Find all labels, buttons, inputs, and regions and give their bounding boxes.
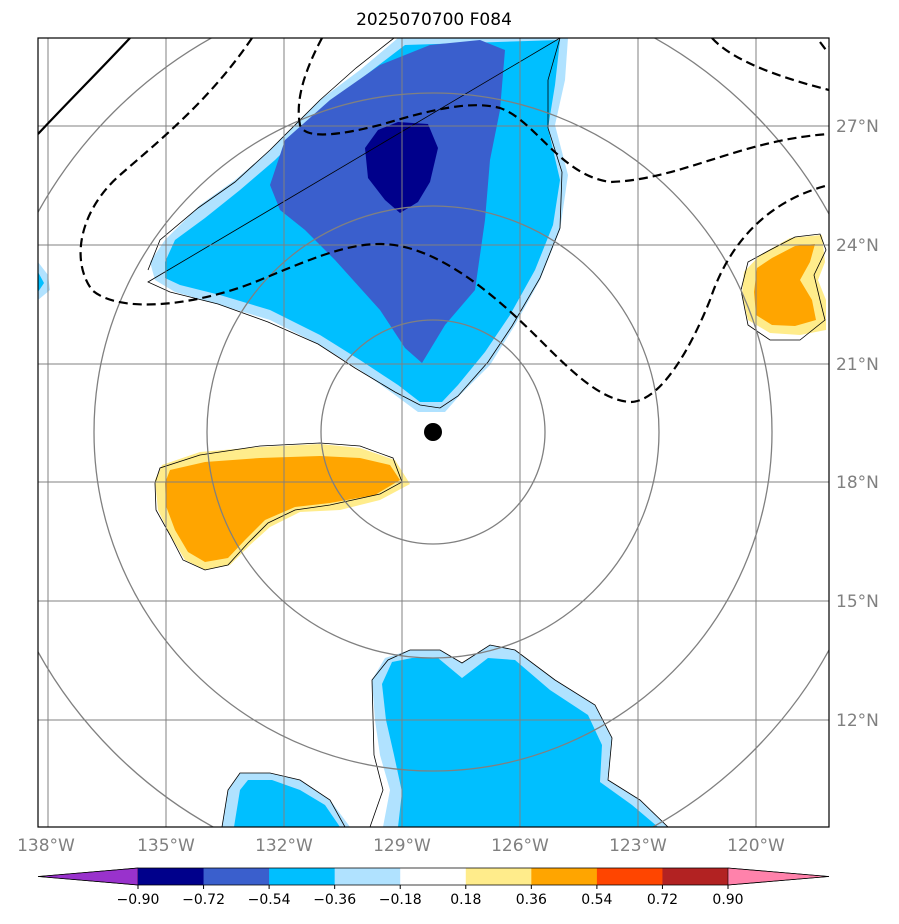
- lat-label: 12°N: [836, 711, 879, 731]
- colorbar-label: −0.72: [182, 892, 225, 908]
- lon-label: 132°W: [255, 836, 313, 856]
- colorbar-segment: [269, 868, 336, 885]
- lon-label: 135°W: [137, 836, 195, 856]
- solid-contour: [38, 38, 131, 135]
- colorbar-segment: [531, 868, 598, 885]
- longitude-labels: 138°W 135°W 132°W 129°W 126°W 123°W 120°…: [17, 836, 785, 856]
- colorbar-segment: [662, 868, 729, 885]
- colorbar-extend-low: [37, 867, 139, 886]
- colorbar-label: 0.72: [647, 892, 678, 908]
- colorbar-segment: [334, 868, 401, 885]
- lon-label: 123°W: [609, 836, 667, 856]
- colorbar-label: −0.90: [117, 892, 160, 908]
- colorbar-segment: [465, 868, 532, 885]
- colorbar-label: −0.18: [379, 892, 422, 908]
- colorbar-label: 0.90: [712, 892, 743, 908]
- colorbar-label: −0.36: [313, 892, 356, 908]
- positive-anomaly-east: [740, 233, 827, 341]
- lat-label: 21°N: [836, 355, 879, 375]
- lat-label: 24°N: [836, 236, 879, 256]
- map-area: [38, 38, 829, 827]
- lon-label: 126°W: [491, 836, 549, 856]
- negative-anomaly-west-edge: [38, 262, 50, 300]
- graticule: [38, 38, 829, 827]
- colorbar-segment: [138, 868, 205, 885]
- storm-center-marker: [424, 423, 442, 441]
- dashed-contours: [79, 38, 829, 404]
- positive-anomaly-west: [154, 442, 410, 571]
- latitude-labels: 27°N 24°N 21°N 18°N 15°N 12°N: [836, 117, 879, 731]
- colorbar-segment: [203, 868, 270, 885]
- map-title: 2025070700 F084: [356, 10, 512, 30]
- colorbar-label: 0.54: [581, 892, 612, 908]
- colorbar-label: −0.54: [248, 892, 291, 908]
- colorbar-segment: [596, 868, 663, 885]
- colorbar-label: 0.36: [516, 892, 547, 908]
- negative-anomaly-north: [147, 38, 568, 412]
- negative-anomaly-south: [221, 644, 669, 827]
- map-frame: [37, 37, 830, 828]
- colorbar: −0.90 −0.72 −0.54 −0.36 −0.18 0.18 0.36 0.54 0.7…: [37, 867, 830, 908]
- lon-label: 138°W: [17, 836, 75, 856]
- lat-label: 15°N: [836, 592, 879, 612]
- range-rings: [38, 38, 829, 827]
- colorbar-segment: [400, 868, 467, 885]
- colorbar-label: 0.18: [450, 892, 481, 908]
- lat-label: 18°N: [836, 473, 879, 493]
- lon-label: 120°W: [727, 836, 785, 856]
- lat-label: 27°N: [836, 117, 879, 137]
- colorbar-extend-high: [727, 867, 830, 886]
- lon-label: 129°W: [373, 836, 431, 856]
